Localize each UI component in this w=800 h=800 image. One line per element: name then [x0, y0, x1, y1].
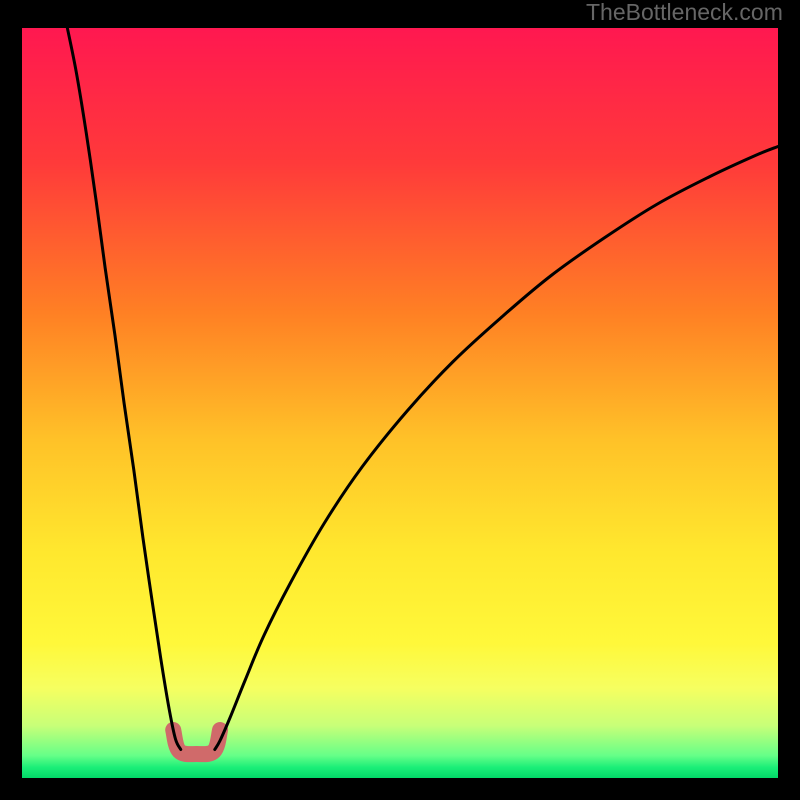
plot-area	[22, 28, 778, 778]
watermark-text: TheBottleneck.com	[586, 0, 783, 26]
curve-left-arm	[67, 28, 180, 750]
curve-layer	[22, 28, 778, 778]
curve-right-arm	[215, 147, 778, 750]
